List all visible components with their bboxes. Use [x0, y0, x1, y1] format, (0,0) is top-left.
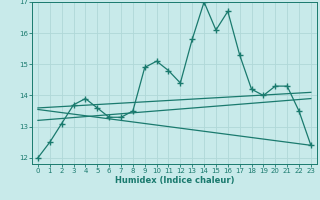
X-axis label: Humidex (Indice chaleur): Humidex (Indice chaleur): [115, 176, 234, 185]
